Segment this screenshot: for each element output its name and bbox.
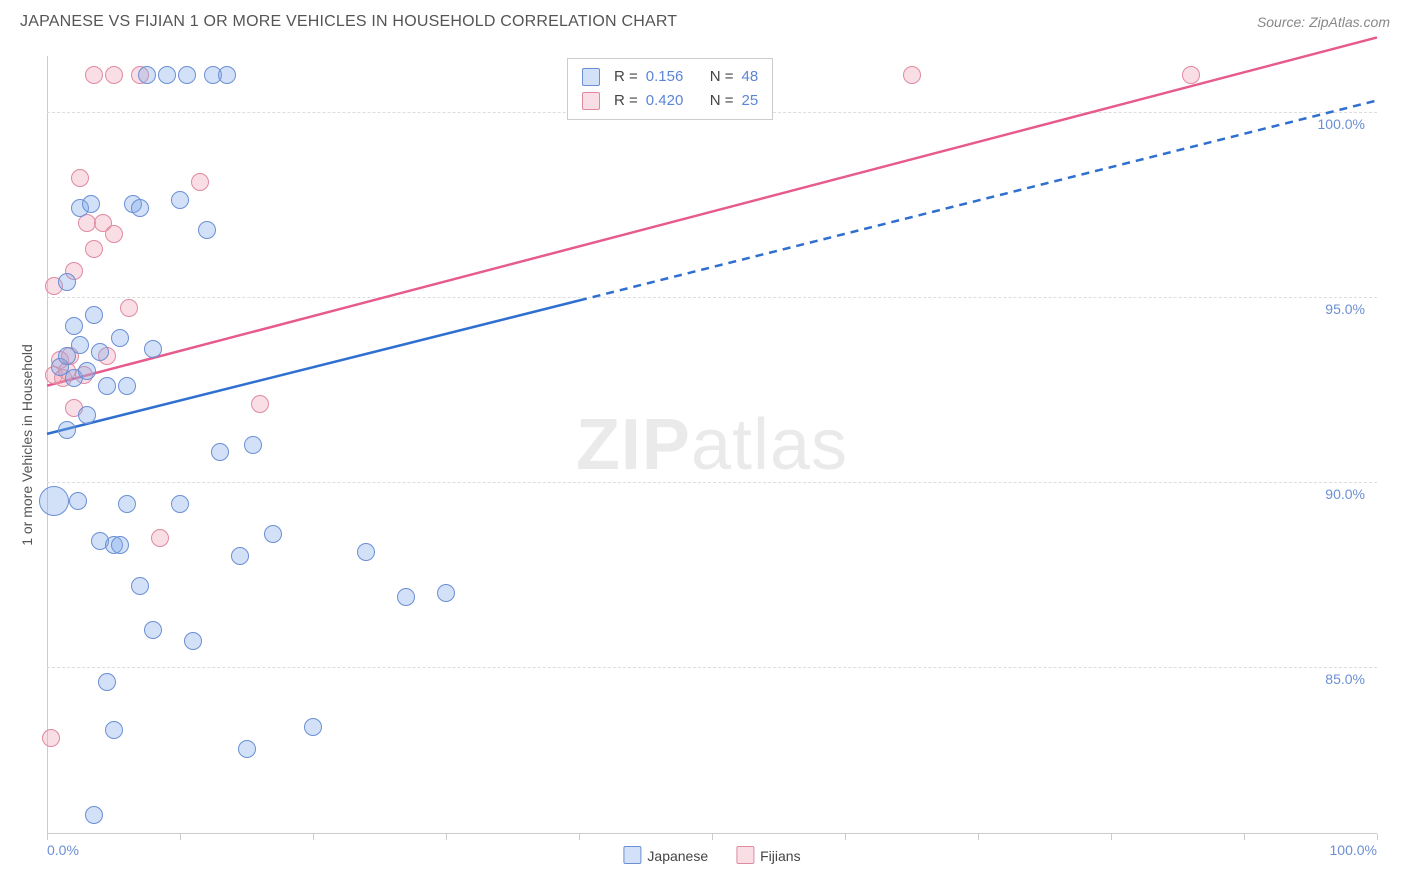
x-tick [446,834,447,840]
scatter-point-japanese [98,377,116,395]
y-axis-label: 1 or more Vehicles in Household [19,344,35,546]
legend-swatch-japanese [623,846,641,864]
x-tick [180,834,181,840]
scatter-point-japanese [131,577,149,595]
legend-row-fijians: R = 0.420 N = 25 [582,89,758,113]
scatter-point-japanese [131,199,149,217]
x-tick [712,834,713,840]
scatter-point-fijians [251,395,269,413]
scatter-point-fijians [85,66,103,84]
scatter-point-japanese [238,740,256,758]
r-value-fijians: 0.420 [646,89,696,113]
scatter-point-japanese [178,66,196,84]
x-axis-min-label: 0.0% [47,842,79,858]
scatter-point-japanese [71,336,89,354]
x-tick [47,834,48,840]
n-label: N = [710,89,734,113]
scatter-point-japanese [78,406,96,424]
x-tick [978,834,979,840]
scatter-point-fijians [105,225,123,243]
scatter-point-japanese [82,195,100,213]
scatter-point-japanese [171,495,189,513]
scatter-point-japanese [105,721,123,739]
scatter-point-japanese [69,492,87,510]
source-attribution: Source: ZipAtlas.com [1257,14,1390,30]
scatter-point-fijians [42,729,60,747]
scatter-point-fijians [903,66,921,84]
legend-label-japanese: Japanese [647,848,708,864]
scatter-point-japanese [39,486,69,516]
scatter-point-japanese [118,495,136,513]
r-value-japanese: 0.156 [646,65,696,89]
scatter-point-japanese [91,343,109,361]
legend-row-japanese: R = 0.156 N = 48 [582,65,758,89]
x-tick [1377,834,1378,840]
scatter-point-japanese [198,221,216,239]
x-tick [1111,834,1112,840]
scatter-point-japanese [158,66,176,84]
scatter-point-japanese [98,673,116,691]
scatter-point-japanese [138,66,156,84]
scatter-point-japanese [264,525,282,543]
scatter-point-japanese [85,806,103,824]
scatter-point-japanese [218,66,236,84]
scatter-point-japanese [58,421,76,439]
legend-swatch-fijians [582,92,600,110]
n-value-japanese: 48 [742,65,759,89]
scatter-point-fijians [105,66,123,84]
scatter-point-fijians [85,240,103,258]
scatter-point-japanese [111,329,129,347]
scatter-point-fijians [191,173,209,191]
scatter-point-japanese [397,588,415,606]
scatter-point-japanese [144,621,162,639]
scatter-point-fijians [151,529,169,547]
scatter-point-japanese [244,436,262,454]
scatter-point-japanese [85,306,103,324]
scatter-point-japanese [211,443,229,461]
x-tick [845,834,846,840]
legend-item-japanese: Japanese [623,846,708,864]
scatter-point-fijians [71,169,89,187]
scatter-point-japanese [144,340,162,358]
scatter-point-japanese [304,718,322,736]
scatter-point-japanese [65,317,83,335]
x-tick [313,834,314,840]
scatter-point-fijians [1182,66,1200,84]
plot-area: 1 or more Vehicles in Household 85.0%90.… [47,56,1377,834]
x-tick [579,834,580,840]
n-label: N = [710,65,734,89]
chart-title: JAPANESE VS FIJIAN 1 OR MORE VEHICLES IN… [20,13,677,31]
scatter-point-japanese [58,273,76,291]
correlation-legend-box: R = 0.156 N = 48 R = 0.420 N = 25 [567,58,773,120]
legend-swatch-japanese [582,68,600,86]
scatter-point-fijians [120,299,138,317]
scatter-point-japanese [111,536,129,554]
legend-label-fijians: Fijians [760,848,800,864]
scatter-point-japanese [118,377,136,395]
r-label: R = [614,65,638,89]
legend-swatch-fijians [736,846,754,864]
x-tick [1244,834,1245,840]
legend-item-fijians: Fijians [736,846,800,864]
series-legend: Japanese Fijians [623,846,800,864]
scatter-point-japanese [437,584,455,602]
n-value-fijians: 25 [742,89,759,113]
scatter-point-japanese [231,547,249,565]
r-label: R = [614,89,638,113]
scatter-point-japanese [357,543,375,561]
scatter-point-japanese [171,191,189,209]
x-axis-max-label: 100.0% [1330,842,1377,858]
scatter-point-japanese [78,362,96,380]
scatter-point-japanese [184,632,202,650]
